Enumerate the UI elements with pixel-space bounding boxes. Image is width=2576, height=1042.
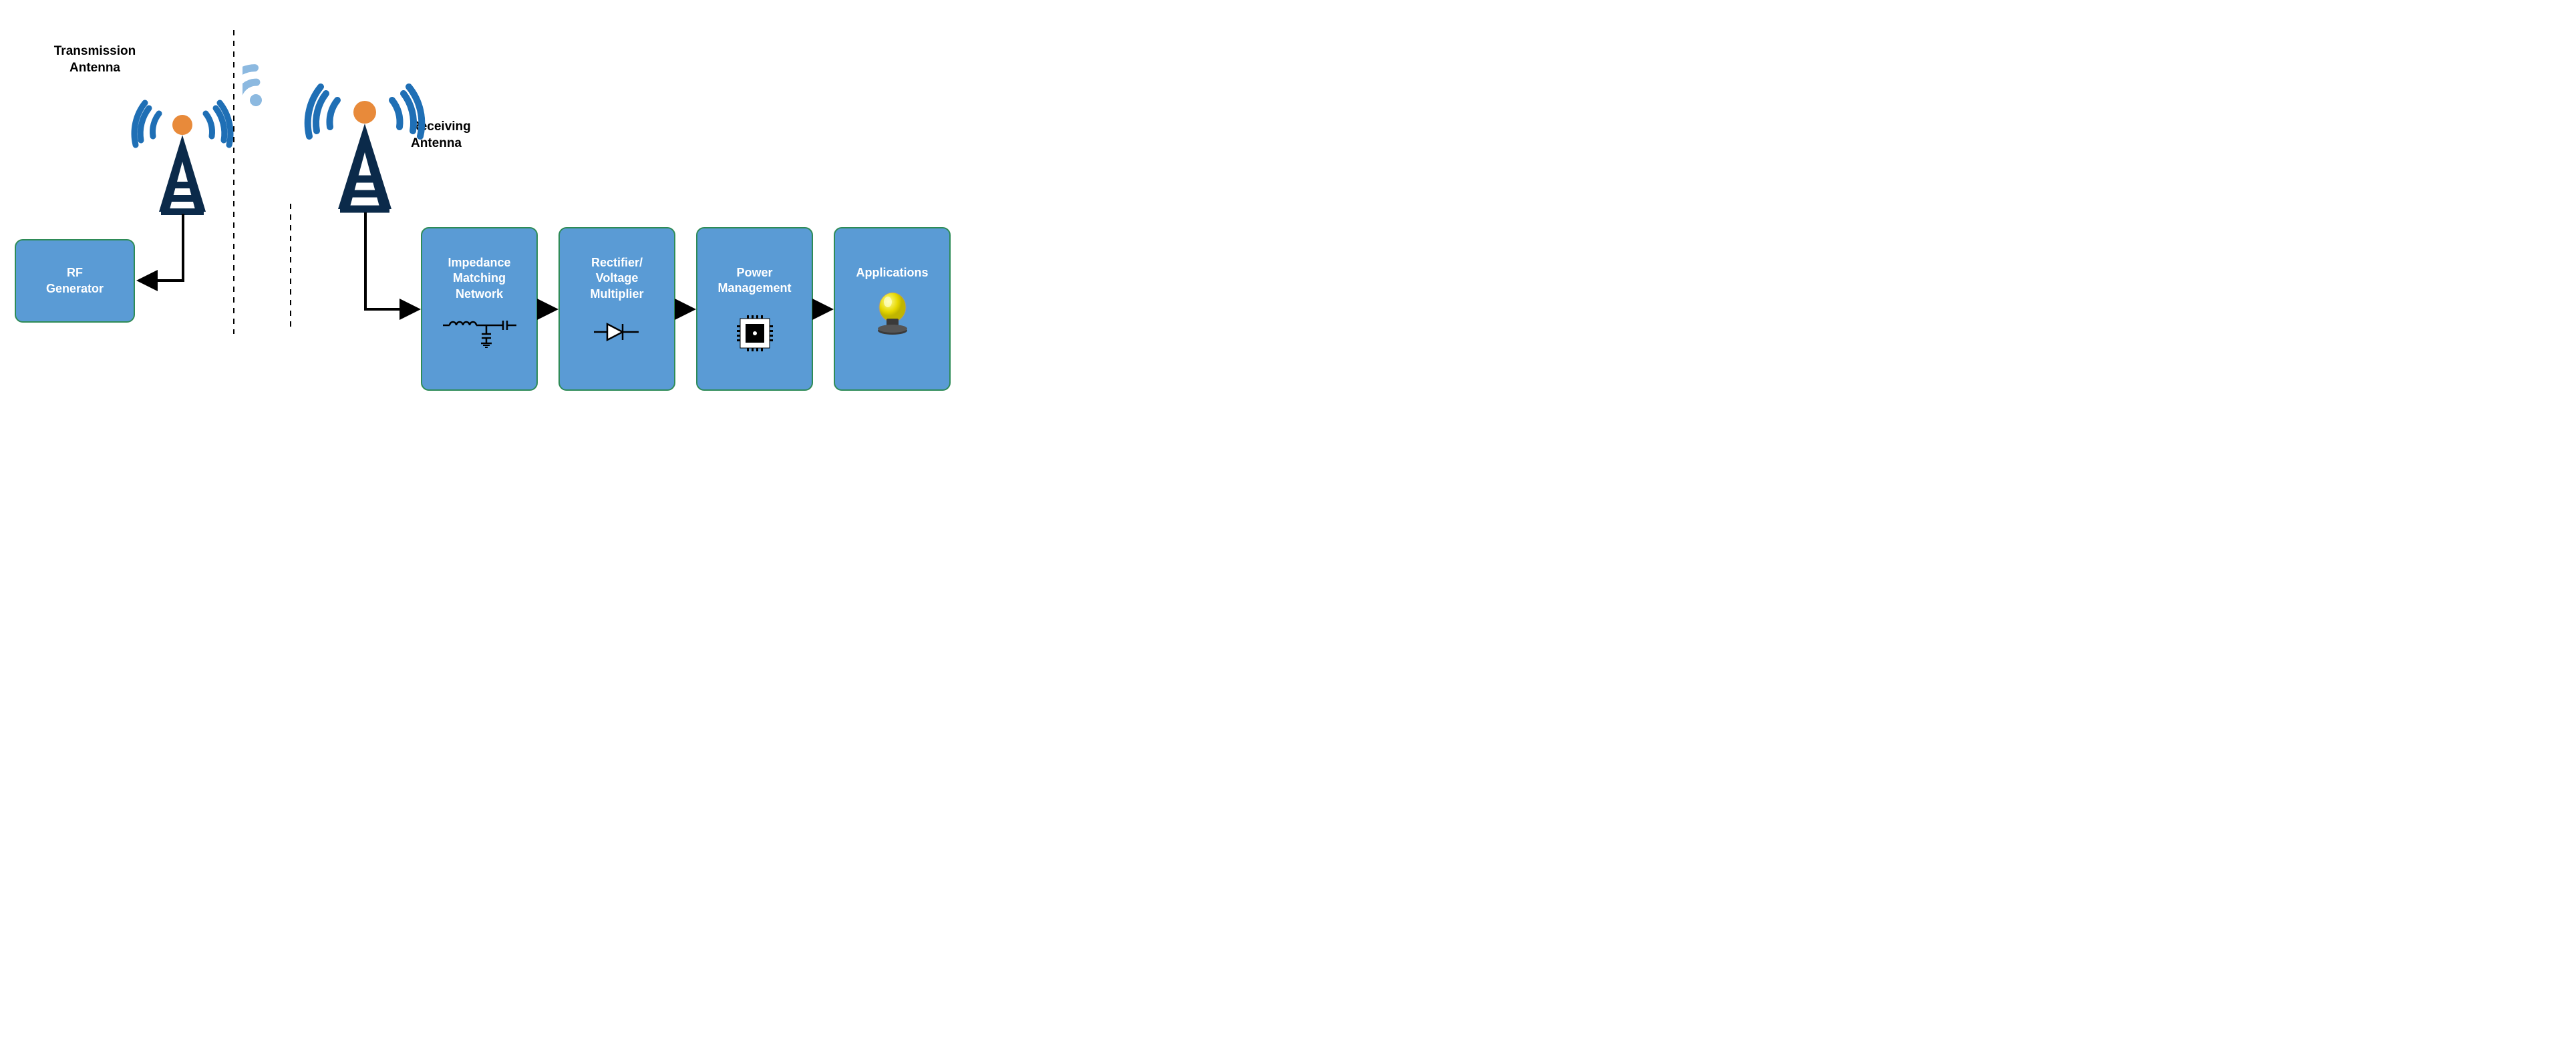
lc-network-icon <box>440 315 520 349</box>
bulb-icon <box>872 291 913 344</box>
rectifier-block: Rectifier/VoltageMultiplier <box>558 227 675 391</box>
applications-block: Applications <box>834 227 951 391</box>
wifi-signal-icon <box>243 47 309 114</box>
applications-text: Applications <box>856 266 928 279</box>
power-management-label: PowerManagement <box>717 265 791 297</box>
rf-generator-block: RFGenerator <box>15 239 135 323</box>
rf-generator-label: RFGenerator <box>46 265 104 297</box>
rectifier-label: Rectifier/VoltageMultiplier <box>591 255 644 302</box>
receiving-antenna-label: ReceivingAntenna <box>411 119 511 152</box>
power-management-block: PowerManagement <box>696 227 813 391</box>
impedance-matching-block: ImpedanceMatchingNetwork <box>421 227 538 391</box>
power-management-text: PowerManagement <box>717 266 791 295</box>
impedance-matching-label: ImpedanceMatchingNetwork <box>448 255 510 302</box>
chip-icon <box>735 313 775 353</box>
rectifier-text: Rectifier/VoltageMultiplier <box>591 256 644 301</box>
arrow-rx-to-impedance <box>365 212 416 309</box>
applications-label: Applications <box>856 265 928 281</box>
transmission-antenna-text: TransmissionAntenna <box>54 44 136 75</box>
diode-icon <box>591 319 644 345</box>
transmission-antenna-label: TransmissionAntenna <box>35 43 155 76</box>
impedance-matching-text: ImpedanceMatchingNetwork <box>448 256 510 301</box>
arrow-tx-to-rfgen <box>142 214 183 281</box>
rf-generator-text: RFGenerator <box>46 266 104 295</box>
receiving-antenna-text: ReceivingAntenna <box>411 120 471 150</box>
transmission-antenna-icon <box>126 81 239 222</box>
